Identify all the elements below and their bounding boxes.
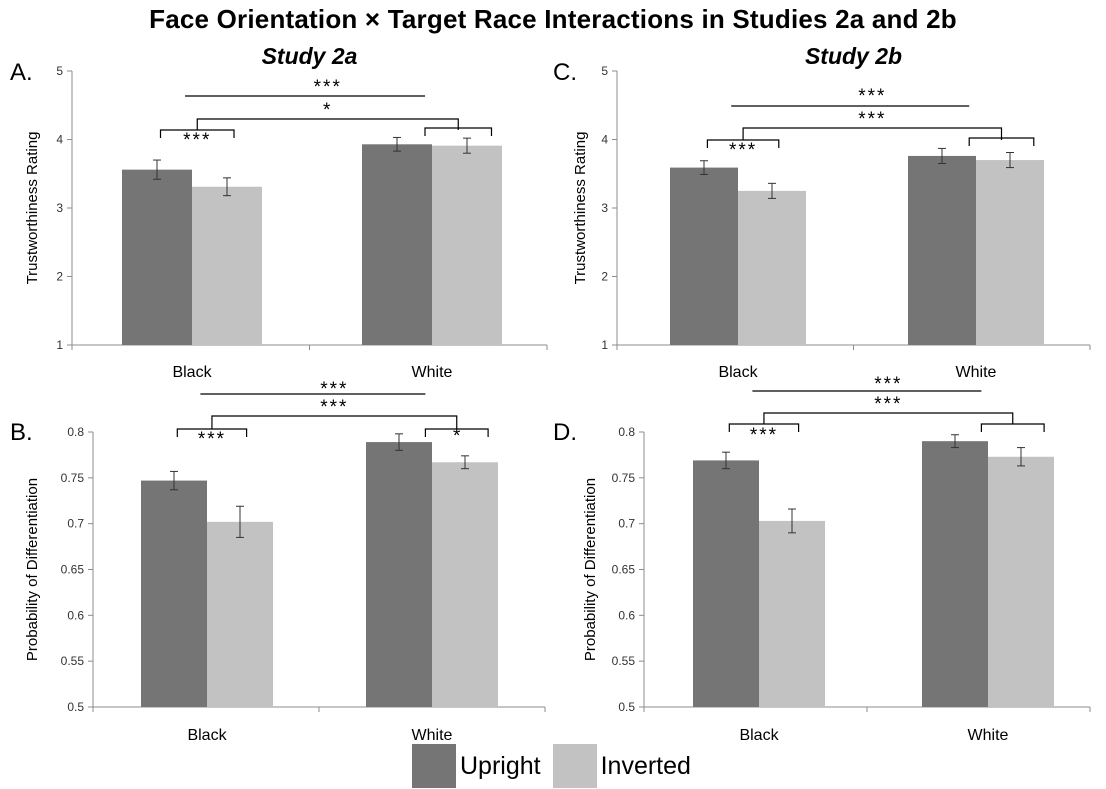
panel-d-y-tick-label-0: 0.5 bbox=[618, 700, 635, 714]
legend-swatch-inverted bbox=[552, 744, 597, 788]
panel-b-bar-white-inverted bbox=[432, 462, 498, 707]
panel-b-sig-race-main: *** bbox=[320, 379, 348, 400]
panel-d-label: D. bbox=[553, 419, 577, 446]
panel-c-bar-black-upright bbox=[670, 167, 738, 345]
panel-c-title: Study 2b bbox=[805, 43, 902, 69]
panel-a-sig-race-main: *** bbox=[314, 77, 342, 98]
panel-b-bar-black-inverted bbox=[207, 521, 273, 707]
panel-b-y-tick-label-3: 0.65 bbox=[61, 563, 85, 577]
panel-c-category-label-black: Black bbox=[718, 364, 758, 381]
panel-b-sig-interaction: *** bbox=[320, 397, 348, 418]
panel-a-y-tick-label-1: 2 bbox=[56, 270, 63, 284]
panel-b-y-axis-title: Probability of Differentiation bbox=[24, 478, 41, 661]
panel-a-sig-interaction: * bbox=[323, 100, 332, 121]
panel-c-sig-interaction: *** bbox=[858, 109, 886, 130]
panel-b-y-tick-label-4: 0.7 bbox=[67, 517, 84, 531]
panel-a-y-tick-label-0: 1 bbox=[56, 338, 63, 352]
panel-b-label: B. bbox=[10, 419, 33, 446]
panel-c-bar-white-inverted bbox=[976, 160, 1044, 345]
panel-d-sig-interaction: *** bbox=[874, 394, 902, 415]
panel-d-bar-black-inverted bbox=[759, 520, 825, 707]
panel-b-sig-within-white: * bbox=[453, 426, 461, 447]
panel-d-y-tick-label-1: 0.55 bbox=[612, 654, 636, 668]
panel-b-y-tick-label-0: 0.5 bbox=[67, 700, 84, 714]
panel-b-bar-white-upright bbox=[366, 442, 432, 707]
panel-d-sig-race-main: *** bbox=[874, 374, 902, 395]
panel-c-y-tick-label-3: 4 bbox=[601, 133, 608, 147]
panel-a-sig-within-black: *** bbox=[183, 130, 211, 151]
legend-swatch-upright bbox=[412, 744, 456, 788]
legend: Upright Inverted bbox=[412, 743, 703, 789]
panel-a-y-axis-title: Trustworthiness Rating bbox=[24, 132, 41, 285]
panel-d-y-tick-label-2: 0.6 bbox=[618, 608, 635, 622]
panel-c-bracket-interaction bbox=[742, 127, 1003, 140]
panel-a-label: A. bbox=[10, 59, 33, 86]
panel-d-y-tick-label-6: 0.8 bbox=[618, 425, 635, 439]
panel-a-y-tick-label-2: 3 bbox=[56, 201, 63, 215]
legend-item-inverted: Inverted bbox=[552, 744, 691, 788]
panel-c-y-tick-label-2: 3 bbox=[601, 201, 608, 215]
panel-d-sig-within-black: *** bbox=[750, 425, 778, 446]
panel-d-y-tick-label-3: 0.65 bbox=[612, 563, 636, 577]
panel-a-category-label-white: White bbox=[412, 364, 453, 381]
panel-a-category-label-black: Black bbox=[172, 364, 212, 381]
panel-c-sig-within-black: *** bbox=[729, 140, 757, 161]
panel-c-bar-white-upright bbox=[908, 155, 976, 345]
panel-b-category-label-white: White bbox=[412, 727, 453, 744]
panel-b-y-tick-label-6: 0.8 bbox=[67, 425, 84, 439]
panel-c-y-tick-label-1: 2 bbox=[601, 270, 608, 284]
panel-a-bar-white-upright bbox=[362, 144, 432, 345]
panel-d-y-tick-label-5: 0.75 bbox=[612, 471, 636, 485]
panel-a-y-tick-label-4: 5 bbox=[56, 64, 63, 78]
panel-d-category-label-white: White bbox=[968, 727, 1009, 744]
panel-a-y-tick-label-3: 4 bbox=[56, 133, 63, 147]
panel-b-y-tick-label-5: 0.75 bbox=[61, 471, 85, 485]
panel-b-y-tick-label-1: 0.55 bbox=[61, 654, 85, 668]
panel-d-y-tick-label-4: 0.7 bbox=[618, 517, 635, 531]
panel-d-bar-black-upright bbox=[693, 460, 759, 707]
panel-c-label: C. bbox=[553, 59, 577, 86]
panel-d-bracket-interaction bbox=[763, 412, 1014, 424]
panel-c-category-label-white: White bbox=[956, 364, 997, 381]
panel-b-bar-black-upright bbox=[141, 480, 207, 707]
panel-d-category-label-black: Black bbox=[739, 727, 779, 744]
legend-label-upright: Upright bbox=[460, 751, 541, 780]
panel-b-y-tick-label-2: 0.6 bbox=[67, 608, 84, 622]
panel-a-bracket-interaction bbox=[196, 118, 459, 130]
figure-title: Face Orientation × Target Race Interacti… bbox=[149, 4, 957, 34]
panel-c-bar-black-inverted bbox=[738, 190, 806, 345]
panel-d-bracket-within-white bbox=[980, 423, 1045, 432]
panel-c-y-tick-label-4: 5 bbox=[601, 64, 608, 78]
panel-a-bar-black-upright bbox=[122, 169, 192, 345]
panel-a-title: Study 2a bbox=[262, 43, 358, 69]
panel-a-bar-white-inverted bbox=[432, 145, 502, 345]
panel-a-bar-black-inverted bbox=[192, 186, 262, 345]
legend-item-upright: Upright bbox=[412, 744, 541, 788]
panel-b-bracket-interaction bbox=[211, 415, 458, 429]
panel-c-sig-race-main: *** bbox=[858, 86, 886, 107]
panel-d-bar-white-upright bbox=[922, 441, 988, 707]
panel-d-bar-white-inverted bbox=[988, 456, 1054, 707]
panel-d-y-axis-title: Probability of Differentiation bbox=[582, 478, 599, 661]
legend-label-inverted: Inverted bbox=[600, 751, 691, 780]
panel-c-y-axis-title: Trustworthiness Rating bbox=[572, 132, 589, 285]
panel-c-y-tick-label-0: 1 bbox=[601, 338, 608, 352]
panel-b-category-label-black: Black bbox=[187, 727, 227, 744]
panel-b-sig-within-black: *** bbox=[198, 429, 226, 450]
